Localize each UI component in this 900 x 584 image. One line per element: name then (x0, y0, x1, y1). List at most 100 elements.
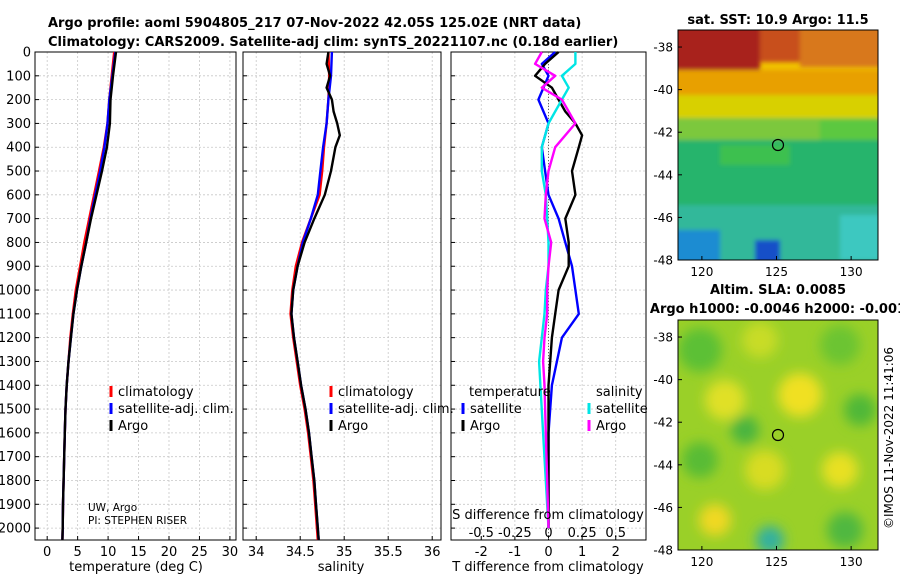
map-x-tick-label: 130 (840, 265, 863, 279)
axes-frame (242, 51, 442, 541)
x-tick-label: 1 (578, 545, 586, 560)
x-tick-label: 25 (191, 545, 208, 560)
depth-tick-label: 0 (23, 46, 31, 61)
depth-tick-label: 2000 (0, 522, 31, 537)
temperature-legend: climatology satellite-adj. clim. Argo (109, 385, 234, 434)
x-tick-label: 10 (100, 545, 117, 560)
difference-xlabel-salinity: S difference from climatology (452, 508, 644, 523)
sst-map-axis: 120 125 130 -38 -40 -42 -44 -46 -48 (653, 41, 862, 279)
legend-sal-argo: Argo (596, 419, 626, 434)
legend-header-temperature: temperature (469, 385, 551, 400)
salinity-tick-label: 0.25 (568, 526, 597, 541)
map-y-tick-label: -38 (653, 331, 673, 345)
depth-tick-label: 1000 (0, 284, 31, 299)
sla-map-frame (677, 319, 879, 551)
x-tick-label: -2 (475, 545, 488, 560)
map-y-tick-label: -38 (653, 41, 673, 55)
series-line-climatology (289, 51, 331, 541)
salinity-legend: climatology satellite-adj. clim. Argo (329, 385, 454, 434)
sla-map-axis: 120 125 130 -38 -40 -42 -44 -46 -48 (653, 331, 862, 569)
map-x-tick-label: 125 (765, 555, 788, 569)
depth-tick-label: 1900 (0, 498, 31, 513)
depth-tick-label: 700 (6, 212, 31, 227)
salinity-tick-label: 0.5 (605, 526, 626, 541)
depth-tick-label: 300 (6, 117, 31, 132)
x-tick-label: 20 (161, 545, 178, 560)
x-tick-label: 5 (73, 545, 81, 560)
map-x-tick-label: 120 (690, 265, 713, 279)
depth-tick-label: 600 (6, 188, 31, 203)
map-y-tick-label: -42 (653, 126, 673, 140)
depth-tick-label: 100 (6, 69, 31, 84)
x-tick-label: 34 (248, 545, 265, 560)
salinity-xlabel: salinity (318, 560, 365, 575)
series-line-temperature-satellite (537, 51, 580, 529)
legend-argo: Argo (118, 419, 148, 434)
sst-map-image (678, 30, 878, 260)
sla-map-title-2: Argo h1000: -0.0046 h2000: -0.001 (650, 302, 900, 317)
map-y-tick-label: -48 (653, 544, 673, 558)
x-tick-label: 35.5 (374, 545, 403, 560)
map-y-tick-label: -44 (653, 458, 673, 472)
sla-map-image (678, 320, 878, 550)
temperature-xlabel: temperature (deg C) (69, 560, 203, 575)
title-line-2: Climatology: CARS2009. Satellite-adj cli… (48, 35, 618, 50)
series-line-salinity-argo (533, 51, 577, 529)
map-y-tick-label: -40 (653, 373, 673, 387)
map-y-tick-label: -46 (653, 211, 673, 225)
depth-tick-label: 1500 (0, 403, 31, 418)
map-y-tick-label: -48 (653, 254, 673, 268)
x-tick-label: 34.5 (286, 545, 315, 560)
legend-header-salinity: salinity (596, 385, 643, 400)
x-tick-label: 35 (336, 545, 353, 560)
credit-line-2: PI: STEPHEN RISER (88, 515, 187, 527)
title-line-1: Argo profile: aoml 5904805_217 07-Nov-20… (48, 16, 581, 31)
salinity-tick-label: -0.25 (498, 526, 532, 541)
map-y-tick-label: -46 (653, 501, 673, 515)
x-tick-label: 0 (544, 545, 552, 560)
depth-tick-label: 1400 (0, 379, 31, 394)
depth-tick-label: 1600 (0, 426, 31, 441)
depth-tick-label: 1200 (0, 331, 31, 346)
depth-tick-label: 500 (6, 165, 31, 180)
legend-satellite: satellite-adj. clim. (118, 402, 234, 417)
series-line-satellite-adj-clim- (61, 51, 117, 541)
map-y-tick-label: -44 (653, 168, 673, 182)
legend-temp-satellite: satellite (470, 402, 522, 417)
legend-argo: Argo (338, 419, 368, 434)
timestamp: ©IMOS 11-Nov-2022 11:41:06 (882, 347, 896, 529)
x-tick-label: 15 (130, 545, 147, 560)
difference-panel: -2 -1 0 1 2 -0.5 -0.25 0 0.25 0.5 (450, 51, 647, 560)
series-line-argo (61, 51, 118, 541)
depth-tick-label: 1800 (0, 474, 31, 489)
sst-float-marker (771, 138, 785, 152)
depth-tick-label: 1100 (0, 307, 31, 322)
depth-tick-label: 900 (6, 260, 31, 275)
map-y-tick-label: -40 (653, 83, 673, 97)
salinity-tick-label: -0.5 (469, 526, 494, 541)
depth-tick-label: 800 (6, 236, 31, 251)
sst-map-frame (677, 29, 879, 261)
x-tick-label: 2 (612, 545, 620, 560)
difference-legend: temperature salinity satellite Argo sate… (461, 385, 648, 434)
depth-tick-label: 400 (6, 141, 31, 156)
series-line-temperature-argo (533, 51, 584, 529)
x-tick-label: 36 (424, 545, 441, 560)
map-x-tick-label: 125 (765, 265, 788, 279)
legend-satellite: satellite-adj. clim. (338, 402, 454, 417)
sla-float-marker (771, 428, 785, 442)
legend-climatology: climatology (338, 385, 414, 400)
difference-xlabel: T difference from climatology (451, 560, 644, 575)
axes-frame (34, 51, 237, 541)
temperature-panel: 0100200300400500600700800900100011001200… (0, 46, 238, 561)
depth-tick-label: 1700 (0, 450, 31, 465)
sla-map-title-1: Altim. SLA: 0.0085 (710, 283, 846, 298)
legend-climatology: climatology (118, 385, 194, 400)
series-line-argo (290, 51, 341, 541)
map-x-tick-label: 120 (690, 555, 713, 569)
salinity-tick-label: 0 (544, 526, 552, 541)
depth-tick-label: 1300 (0, 355, 31, 370)
x-tick-label: 30 (222, 545, 239, 560)
